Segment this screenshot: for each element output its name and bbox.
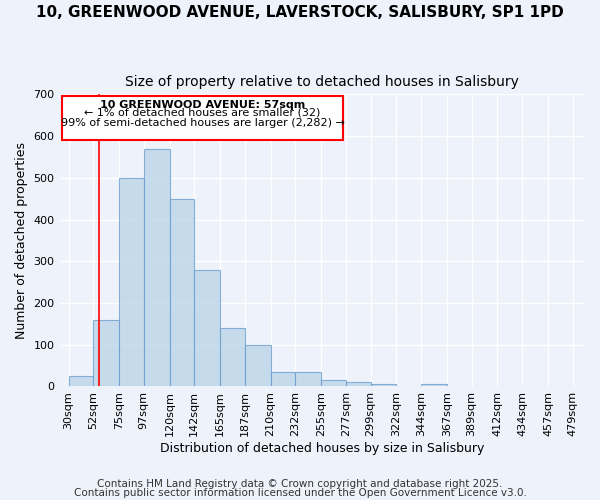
Bar xyxy=(170,198,194,386)
Bar xyxy=(220,328,245,386)
Bar xyxy=(321,380,346,386)
Y-axis label: Number of detached properties: Number of detached properties xyxy=(15,142,28,339)
FancyBboxPatch shape xyxy=(62,96,343,140)
Bar xyxy=(93,320,119,386)
Text: Contains HM Land Registry data © Crown copyright and database right 2025.: Contains HM Land Registry data © Crown c… xyxy=(97,479,503,489)
Bar xyxy=(144,148,170,386)
Text: 10, GREENWOOD AVENUE, LAVERSTOCK, SALISBURY, SP1 1PD: 10, GREENWOOD AVENUE, LAVERSTOCK, SALISB… xyxy=(36,5,564,20)
Bar xyxy=(295,372,321,386)
X-axis label: Distribution of detached houses by size in Salisbury: Distribution of detached houses by size … xyxy=(160,442,484,455)
Bar xyxy=(371,384,397,386)
Text: 10 GREENWOOD AVENUE: 57sqm: 10 GREENWOOD AVENUE: 57sqm xyxy=(100,100,305,110)
Text: 99% of semi-detached houses are larger (2,282) →: 99% of semi-detached houses are larger (… xyxy=(61,118,344,128)
Bar xyxy=(119,178,144,386)
Title: Size of property relative to detached houses in Salisbury: Size of property relative to detached ho… xyxy=(125,75,519,89)
Bar xyxy=(68,376,93,386)
Bar xyxy=(346,382,371,386)
Text: Contains public sector information licensed under the Open Government Licence v3: Contains public sector information licen… xyxy=(74,488,526,498)
Bar xyxy=(271,372,295,386)
Bar xyxy=(421,384,447,386)
Bar xyxy=(245,344,271,387)
Text: ← 1% of detached houses are smaller (32): ← 1% of detached houses are smaller (32) xyxy=(84,108,320,118)
Bar xyxy=(194,270,220,386)
